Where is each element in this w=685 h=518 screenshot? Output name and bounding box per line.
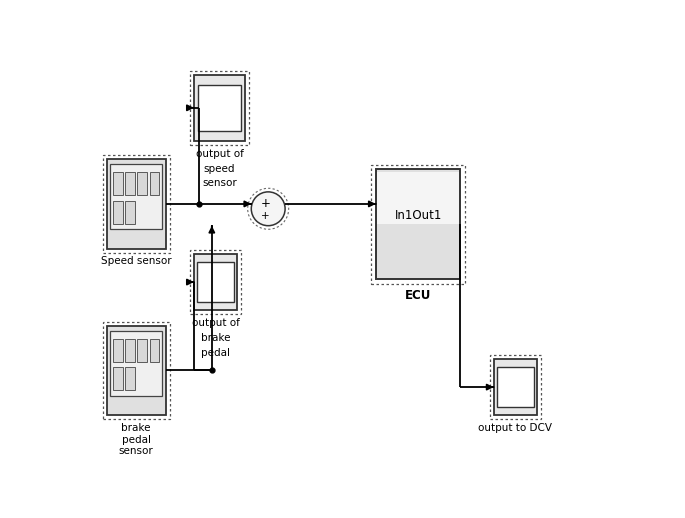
Bar [376, 169, 460, 280]
Bar [197, 262, 234, 302]
Bar [490, 355, 541, 419]
Bar [114, 367, 123, 391]
Bar [494, 359, 537, 415]
Bar [198, 84, 241, 131]
Bar [107, 326, 166, 415]
Bar [149, 172, 160, 195]
Text: output of
speed
sensor: output of speed sensor [196, 149, 243, 189]
Bar [125, 200, 136, 224]
Bar [125, 172, 136, 195]
Bar [149, 339, 160, 362]
Text: ECU: ECU [405, 289, 432, 301]
Bar [190, 71, 249, 145]
Bar [190, 250, 241, 314]
Circle shape [251, 192, 285, 226]
Text: +: + [261, 197, 271, 210]
Bar [377, 171, 459, 224]
Bar [103, 322, 170, 420]
Text: brake
pedal
sensor: brake pedal sensor [119, 423, 153, 456]
Bar [110, 164, 162, 229]
Bar [371, 165, 465, 284]
Bar [497, 367, 534, 407]
Bar [138, 172, 147, 195]
Bar [103, 155, 170, 253]
Bar [107, 159, 166, 249]
Bar [114, 339, 123, 362]
Bar [114, 172, 123, 195]
Bar [194, 254, 238, 310]
Bar [138, 339, 147, 362]
Text: In1Out1: In1Out1 [395, 209, 442, 222]
Text: Speed sensor: Speed sensor [101, 256, 171, 266]
Bar [194, 75, 245, 141]
Bar [125, 367, 136, 391]
Text: output to DCV: output to DCV [478, 423, 552, 433]
Bar [125, 339, 136, 362]
Text: output of
brake
pedal: output of brake pedal [192, 318, 240, 357]
Bar [114, 200, 123, 224]
Bar [110, 331, 162, 396]
Text: +: + [262, 211, 270, 221]
